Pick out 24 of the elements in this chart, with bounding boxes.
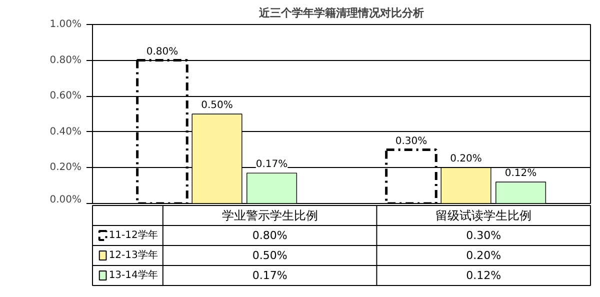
y-tick-label: 0.80% bbox=[50, 54, 82, 66]
y-tick-label: 0.60% bbox=[50, 90, 82, 102]
text: 0.30% bbox=[395, 136, 428, 147]
data-label: 0.12% bbox=[466, 269, 502, 282]
text: 0.20% bbox=[450, 154, 482, 165]
x-tick-label: 学业警示学生比例 bbox=[222, 208, 318, 222]
data-label: 0.17% bbox=[252, 269, 288, 282]
data-label: 0.30% bbox=[466, 229, 502, 242]
legend-label: 12-13学年 bbox=[108, 249, 158, 261]
text: 0.50% bbox=[201, 100, 233, 111]
x-tick-label: 留级试读学生比例 bbox=[436, 208, 532, 222]
y-tick-label: 0.20% bbox=[50, 162, 82, 174]
text: 0.80% bbox=[146, 46, 178, 58]
chart-title: 近三个学年学籍清理情况对比分析 bbox=[258, 6, 424, 20]
data-label: 0.20% bbox=[466, 249, 502, 262]
y-tick-label: 0.40% bbox=[50, 126, 82, 138]
text: 0.17% bbox=[256, 159, 288, 170]
data-label: 0.50% bbox=[252, 249, 288, 262]
text: 0.12% bbox=[504, 168, 537, 180]
y-tick-label: 1.00% bbox=[50, 19, 82, 30]
y-tick-label: 0.00% bbox=[50, 194, 82, 206]
data-label: 0.80% bbox=[252, 229, 288, 242]
legend-label: 11-12学年 bbox=[108, 229, 158, 241]
legend-label: 13-14学年 bbox=[108, 269, 158, 281]
